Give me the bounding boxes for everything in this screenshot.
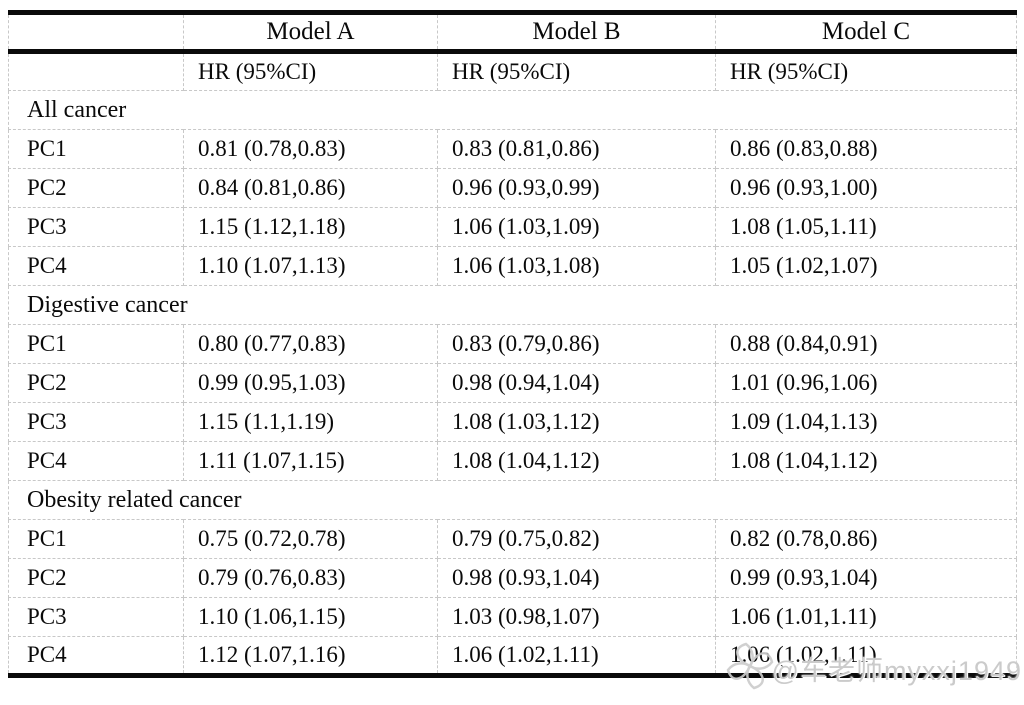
hr-value-cell: 1.08 (1.04,1.12) — [437, 441, 716, 481]
row-label: PC2 — [8, 363, 184, 403]
hr-value-cell: 1.08 (1.05,1.11) — [715, 207, 1017, 247]
hr-value-cell: 0.80 (0.77,0.83) — [183, 324, 438, 364]
hr-value-cell: 0.79 (0.76,0.83) — [183, 558, 438, 598]
hr-value-cell: 0.98 (0.93,1.04) — [437, 558, 716, 598]
hr-value-cell: 1.10 (1.07,1.13) — [183, 246, 438, 286]
row-label: PC4 — [8, 246, 184, 286]
hr-value-cell: 0.84 (0.81,0.86) — [183, 168, 438, 208]
hr-value-cell: 0.99 (0.93,1.04) — [715, 558, 1017, 598]
hr-value-cell: 0.79 (0.75,0.82) — [437, 519, 716, 559]
model-a-header: Model A — [183, 12, 438, 54]
section-title-row: Digestive cancer — [8, 285, 1017, 325]
row-label: PC3 — [8, 402, 184, 442]
hr-value-cell: 1.06 (1.02,1.11) — [437, 636, 716, 676]
hr-value-cell: 0.82 (0.78,0.86) — [715, 519, 1017, 559]
hr-value-cell: 1.01 (0.96,1.06) — [715, 363, 1017, 403]
row-label: PC3 — [8, 597, 184, 637]
hr-value-cell: 0.96 (0.93,0.99) — [437, 168, 716, 208]
hr-value-cell: 1.11 (1.07,1.15) — [183, 441, 438, 481]
subheader-row: HR (95%CI) HR (95%CI) HR (95%CI) — [8, 51, 1017, 91]
hr-ci-subheader: HR (95%CI) — [183, 51, 438, 91]
table-row: PC2 0.99 (0.95,1.03) 0.98 (0.94,1.04) 1.… — [8, 363, 1017, 403]
hr-value-cell: 1.05 (1.02,1.07) — [715, 246, 1017, 286]
hr-value-cell: 1.15 (1.1,1.19) — [183, 402, 438, 442]
hr-value-cell: 1.09 (1.04,1.13) — [715, 402, 1017, 442]
section-title-all-cancer: All cancer — [8, 90, 1017, 130]
table-row: PC2 0.79 (0.76,0.83) 0.98 (0.93,1.04) 0.… — [8, 558, 1017, 598]
table-row: PC3 1.15 (1.1,1.19) 1.08 (1.03,1.12) 1.0… — [8, 402, 1017, 442]
hr-ci-subheader: HR (95%CI) — [437, 51, 716, 91]
table-row: PC4 1.10 (1.07,1.13) 1.06 (1.03,1.08) 1.… — [8, 246, 1017, 286]
hr-value-cell: 1.06 (1.01,1.11) — [715, 597, 1017, 637]
row-label: PC1 — [8, 324, 184, 364]
table-row: PC4 1.11 (1.07,1.15) 1.08 (1.04,1.12) 1.… — [8, 441, 1017, 481]
table-row: PC1 0.75 (0.72,0.78) 0.79 (0.75,0.82) 0.… — [8, 519, 1017, 559]
corner-cell — [8, 12, 184, 54]
row-label: PC1 — [8, 129, 184, 169]
hr-value-cell: 1.06 (1.03,1.08) — [437, 246, 716, 286]
hr-value-cell: 1.06 (1.03,1.09) — [437, 207, 716, 247]
hr-value-cell: 0.81 (0.78,0.83) — [183, 129, 438, 169]
table-row: PC3 1.15 (1.12,1.18) 1.06 (1.03,1.09) 1.… — [8, 207, 1017, 247]
hr-value-cell: 0.83 (0.79,0.86) — [437, 324, 716, 364]
table-row: PC3 1.10 (1.06,1.15) 1.03 (0.98,1.07) 1.… — [8, 597, 1017, 637]
hr-value-cell: 1.08 (1.04,1.12) — [715, 441, 1017, 481]
hr-value-cell: 0.75 (0.72,0.78) — [183, 519, 438, 559]
row-label: PC1 — [8, 519, 184, 559]
section-title-row: All cancer — [8, 90, 1017, 130]
row-label: PC3 — [8, 207, 184, 247]
model-header-row: Model A Model B Model C — [8, 12, 1017, 54]
hazard-ratio-table: Model A Model B Model C HR (95%CI) HR (9… — [8, 10, 1017, 678]
hr-value-cell: 0.99 (0.95,1.03) — [183, 363, 438, 403]
row-label: PC2 — [8, 558, 184, 598]
hr-value-cell: 1.15 (1.12,1.18) — [183, 207, 438, 247]
hr-value-cell: 0.98 (0.94,1.04) — [437, 363, 716, 403]
hr-value-cell: 1.10 (1.06,1.15) — [183, 597, 438, 637]
hr-value-cell: 1.06 (1.02,1.11) — [715, 636, 1017, 676]
hr-value-cell: 0.88 (0.84,0.91) — [715, 324, 1017, 364]
table-row: PC2 0.84 (0.81,0.86) 0.96 (0.93,0.99) 0.… — [8, 168, 1017, 208]
model-b-header: Model B — [437, 12, 716, 54]
row-label: PC4 — [8, 441, 184, 481]
corner-cell — [8, 51, 184, 91]
hr-value-cell: 0.83 (0.81,0.86) — [437, 129, 716, 169]
row-label: PC4 — [8, 636, 184, 676]
hr-value-cell: 1.08 (1.03,1.12) — [437, 402, 716, 442]
section-title-digestive-cancer: Digestive cancer — [8, 285, 1017, 325]
model-c-header: Model C — [715, 12, 1017, 54]
hr-ci-subheader: HR (95%CI) — [715, 51, 1017, 91]
hr-value-cell: 0.86 (0.83,0.88) — [715, 129, 1017, 169]
hr-value-cell: 1.03 (0.98,1.07) — [437, 597, 716, 637]
section-title-obesity-related-cancer: Obesity related cancer — [8, 480, 1017, 520]
table-row: PC1 0.81 (0.78,0.83) 0.83 (0.81,0.86) 0.… — [8, 129, 1017, 169]
table-row: PC1 0.80 (0.77,0.83) 0.83 (0.79,0.86) 0.… — [8, 324, 1017, 364]
table-row: PC4 1.12 (1.07,1.16) 1.06 (1.02,1.11) 1.… — [8, 636, 1017, 676]
section-title-row: Obesity related cancer — [8, 480, 1017, 520]
row-label: PC2 — [8, 168, 184, 208]
hr-value-cell: 1.12 (1.07,1.16) — [183, 636, 438, 676]
hr-value-cell: 0.96 (0.93,1.00) — [715, 168, 1017, 208]
